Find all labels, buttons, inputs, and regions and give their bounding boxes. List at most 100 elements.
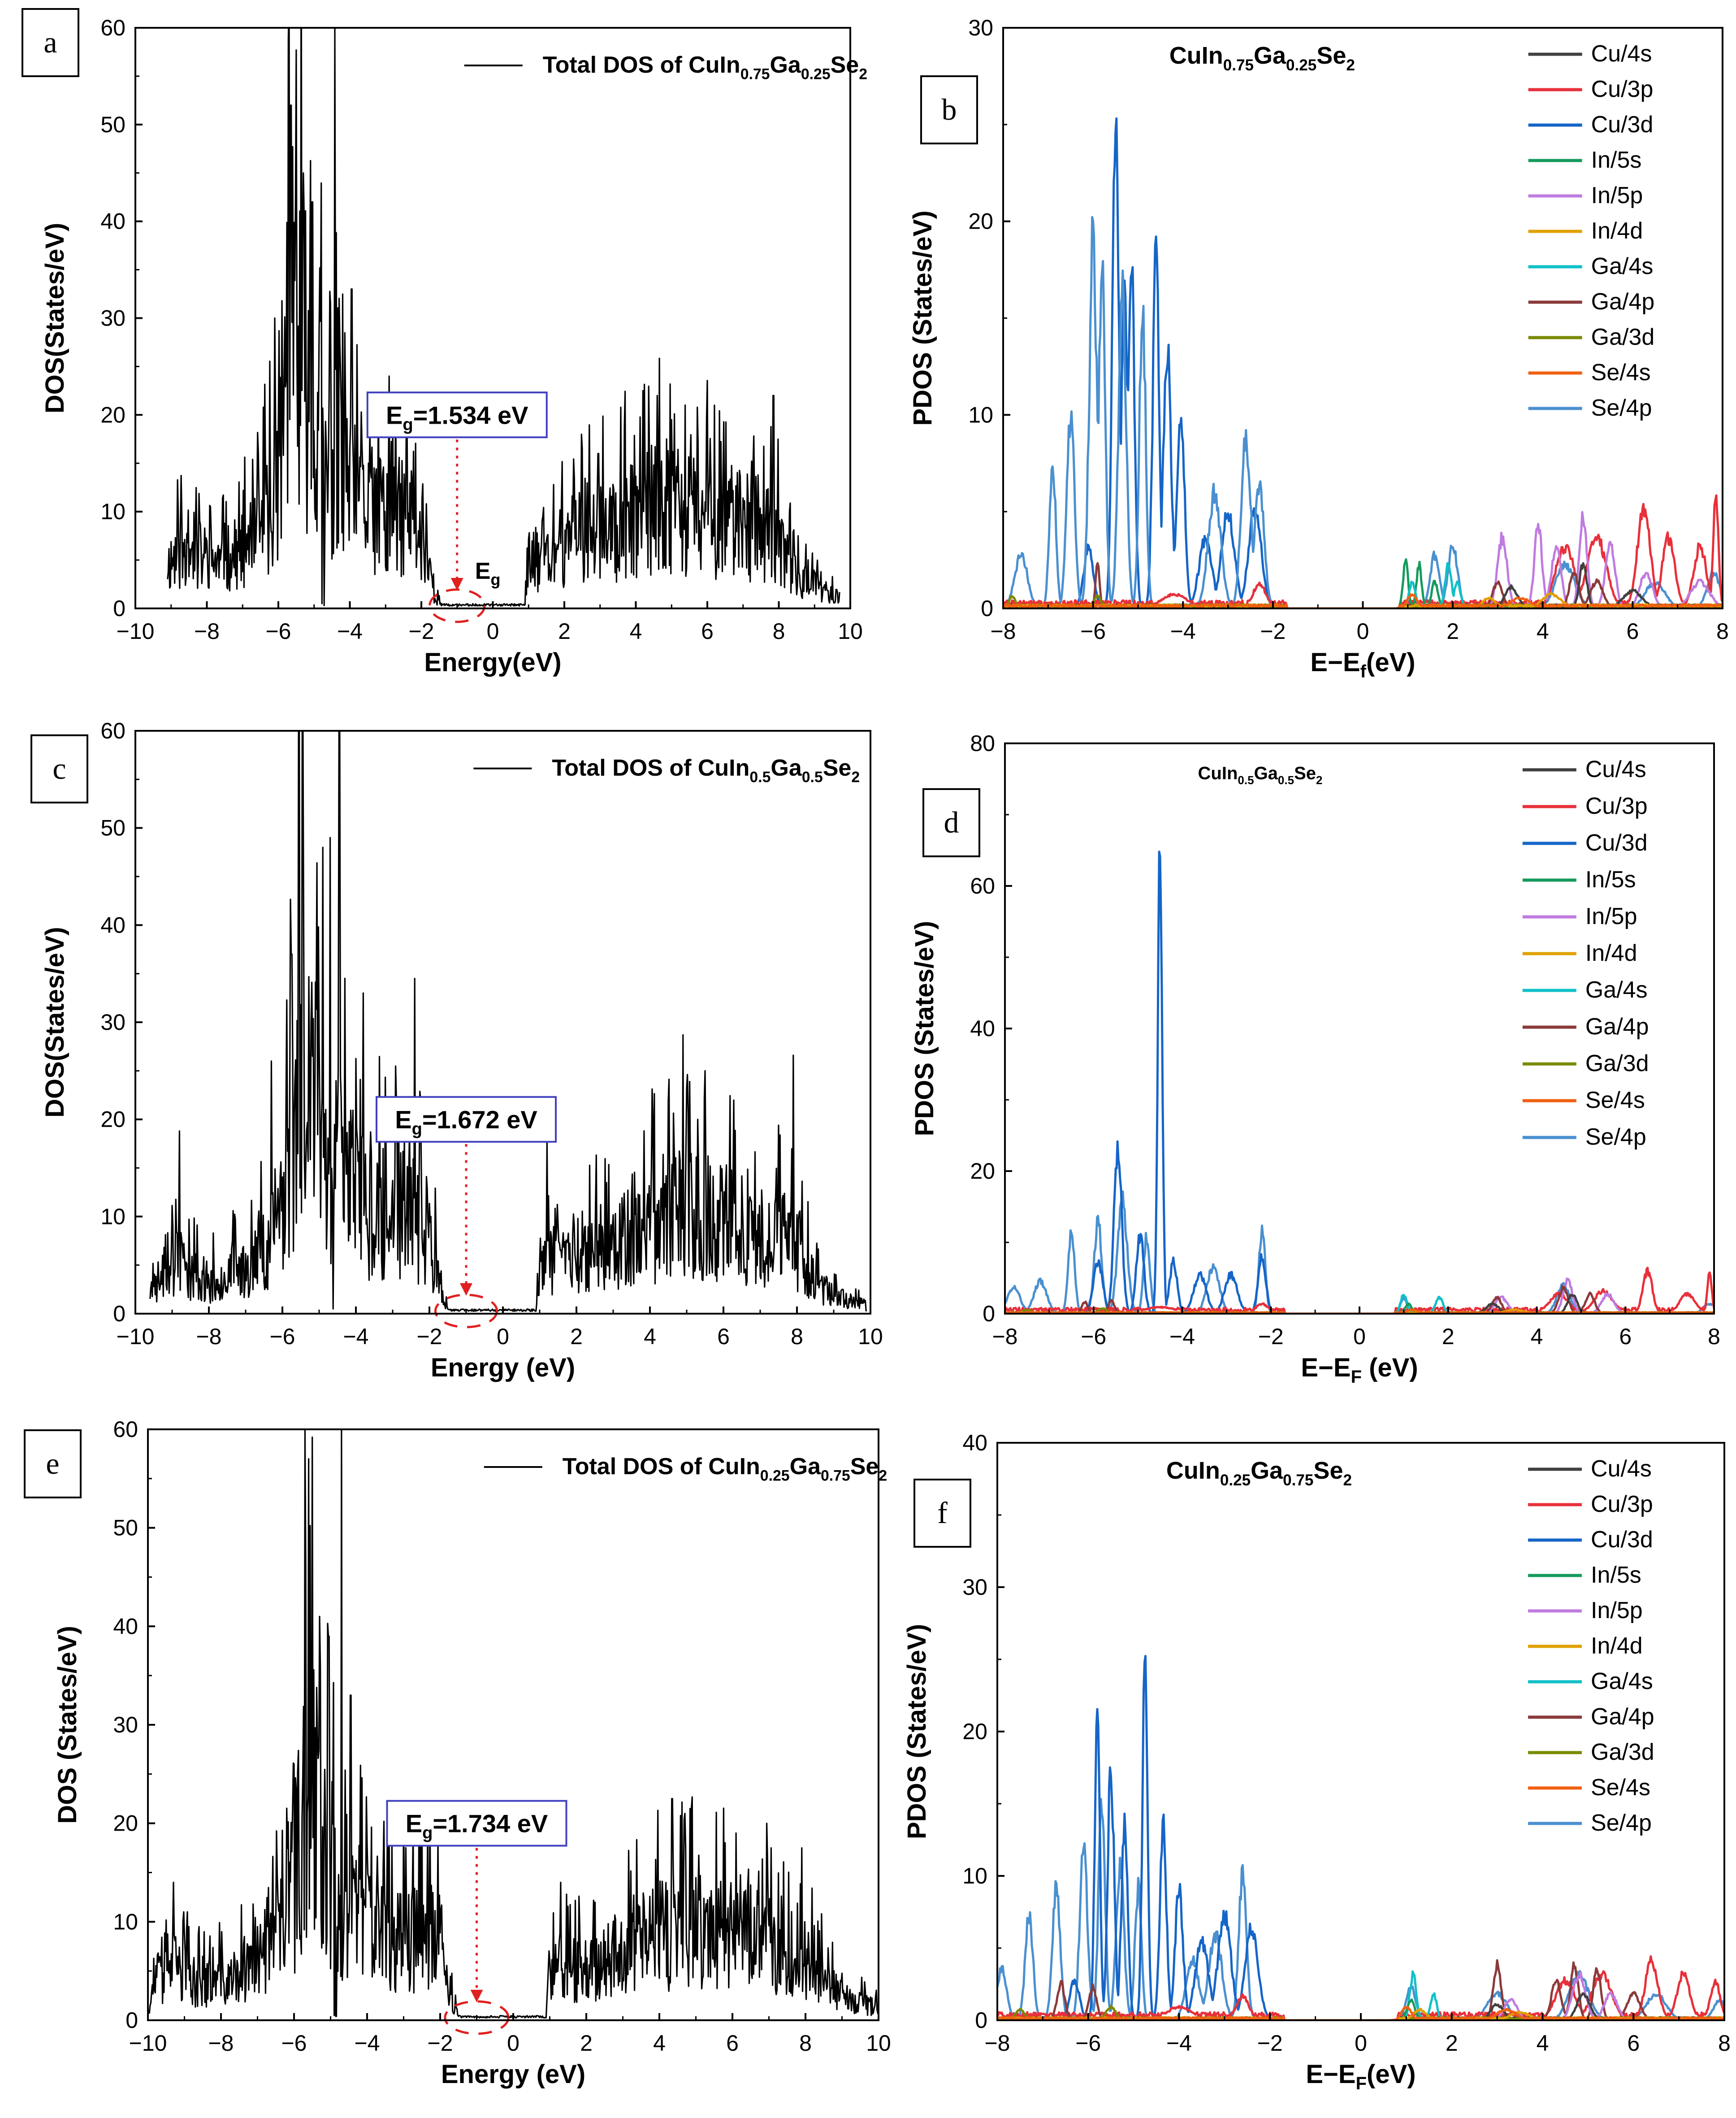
x-tick-label: 8 xyxy=(1716,619,1729,644)
formula-end: Se xyxy=(1294,764,1316,783)
legend-label: Cu/4s xyxy=(1591,41,1652,67)
x-tick-label: −2 xyxy=(416,1324,442,1349)
legend-prefix: Total DOS of xyxy=(552,755,697,781)
y-tick-label: 50 xyxy=(113,1515,138,1541)
formula-subscript: 0.5 xyxy=(749,769,771,786)
legend-label: Ga/4p xyxy=(1591,289,1655,315)
x-tick-label: 4 xyxy=(1531,1324,1543,1349)
x-tick-label: 4 xyxy=(653,2031,666,2056)
gap-ellipse xyxy=(434,1293,498,1328)
gap-label: Eg=1.534 eV xyxy=(386,401,528,434)
gap-label-box xyxy=(376,1096,557,1143)
x-axis-label: Energy (eV) xyxy=(441,2060,585,2089)
gap-label-sub: g xyxy=(412,1120,422,1139)
x-tick-label: 6 xyxy=(1626,619,1639,644)
y-tick-label: 60 xyxy=(100,718,126,743)
panel-tag-b: b xyxy=(942,92,957,126)
legend-label: Ga/4s xyxy=(1591,1668,1653,1694)
x-tick-label: −2 xyxy=(408,619,434,644)
legend-label: In/5p xyxy=(1591,182,1643,208)
formula-mid: Ga xyxy=(1251,1457,1283,1484)
y-axis-label: DOS(States/eV) xyxy=(40,223,69,413)
legend-label: Se/4p xyxy=(1591,1810,1652,1836)
y-tick-label: 40 xyxy=(113,1614,138,1639)
formula-base: CuIn xyxy=(1169,42,1223,69)
x-tick-label: 4 xyxy=(1537,2031,1549,2056)
x-tick-label: −2 xyxy=(427,2031,453,2056)
legend-label: In/4d xyxy=(1585,940,1637,966)
panel-tag-box xyxy=(30,734,88,803)
formula-subscript: 0.25 xyxy=(801,66,831,83)
formula-subscript: 2 xyxy=(1316,773,1322,787)
x-axis-label-post: (eV) xyxy=(1367,2060,1416,2089)
y-tick-label: 40 xyxy=(962,1430,987,1455)
formula-mid: Ga xyxy=(790,1454,821,1480)
formula-subscript: 0.75 xyxy=(821,1467,850,1484)
y-tick-label: 30 xyxy=(962,1575,987,1600)
x-tick-label: 10 xyxy=(858,1324,883,1349)
legend-label: Se/4s xyxy=(1591,360,1651,386)
y-axis-label: DOS(States/eV) xyxy=(40,927,69,1117)
legend-prefix: Total DOS of xyxy=(543,52,688,78)
pdos-line-se-4s xyxy=(1005,1308,1714,1314)
y-tick-label: 0 xyxy=(983,1301,995,1326)
x-axis-label-pre: E−E xyxy=(1310,648,1360,677)
gap-label-sub: g xyxy=(403,415,413,434)
x-axis-label-pre: E−E xyxy=(1301,1353,1351,1382)
gap-label-value: =1.534 eV xyxy=(413,401,528,429)
x-tick-label: −4 xyxy=(343,1324,368,1349)
gap-arrow-head xyxy=(460,1283,472,1296)
x-tick-label: 8 xyxy=(1718,2031,1731,2056)
formula-end: Se xyxy=(831,52,859,78)
formula-subscript: 2 xyxy=(1346,56,1355,74)
y-tick-label: 80 xyxy=(970,731,995,756)
y-axis-label: PDOS (States/eV) xyxy=(902,1624,931,1839)
legend-label: Se/4p xyxy=(1591,395,1652,421)
x-tick-label: 6 xyxy=(726,2031,739,2056)
x-tick-label: −2 xyxy=(1257,2031,1283,2056)
x-tick-label: 2 xyxy=(1446,2031,1458,2056)
panel-tag-box xyxy=(913,1479,971,1548)
gap-label-sub: g xyxy=(422,1824,433,1843)
y-tick-label: 30 xyxy=(100,306,126,331)
legend-label: In/5p xyxy=(1585,903,1637,929)
x-tick-label: 10 xyxy=(838,619,863,644)
y-tick-label: 30 xyxy=(113,1712,138,1737)
formula-base: CuIn xyxy=(1166,1457,1220,1484)
x-tick-label: 0 xyxy=(507,2031,520,2056)
legend-label: Ga/4p xyxy=(1585,1014,1649,1040)
x-tick-label: −2 xyxy=(1258,1324,1284,1349)
gap-marker-sub: g xyxy=(490,570,500,589)
x-axis-label-sub: F xyxy=(1351,1367,1362,1387)
x-tick-label: 6 xyxy=(1627,2031,1640,2056)
legend-label: In/4d xyxy=(1591,1633,1643,1659)
formula-subscript: 0.5 xyxy=(802,769,823,786)
formula-label: CuIn0.75Ga0.25Se2 xyxy=(1169,42,1355,74)
y-tick-label: 20 xyxy=(968,209,993,234)
x-tick-label: 2 xyxy=(1446,619,1459,644)
legend-label: In/4d xyxy=(1591,218,1643,244)
y-tick-label: 40 xyxy=(970,1016,995,1041)
formula-subscript: 0.75 xyxy=(1223,56,1254,74)
x-tick-label: −8 xyxy=(194,619,220,644)
x-tick-label: 0 xyxy=(1355,2031,1367,2056)
formula-mid: Ga xyxy=(770,52,801,78)
legend-label: Ga/4s xyxy=(1591,253,1654,279)
gap-label-value: =1.672 eV xyxy=(422,1106,537,1134)
formula-subscript: 0.25 xyxy=(760,1467,790,1484)
y-axis-label: PDOS (States/eV) xyxy=(908,210,937,425)
y-tick-label: 20 xyxy=(970,1159,995,1184)
x-axis-label: E−Ef(eV) xyxy=(1310,648,1415,681)
x-tick-label: 6 xyxy=(1619,1324,1632,1349)
x-tick-label: 4 xyxy=(644,1324,656,1349)
formula-label: Total DOS of CuIn0.5Ga0.5Se2 xyxy=(552,755,860,786)
panel-tag-c: c xyxy=(52,751,66,786)
y-tick-label: 40 xyxy=(100,912,126,937)
formula-end: Se xyxy=(1313,1457,1343,1484)
x-tick-label: −8 xyxy=(196,1324,221,1349)
panel-tag-box xyxy=(24,1429,82,1498)
total-dos-line xyxy=(149,730,867,1312)
